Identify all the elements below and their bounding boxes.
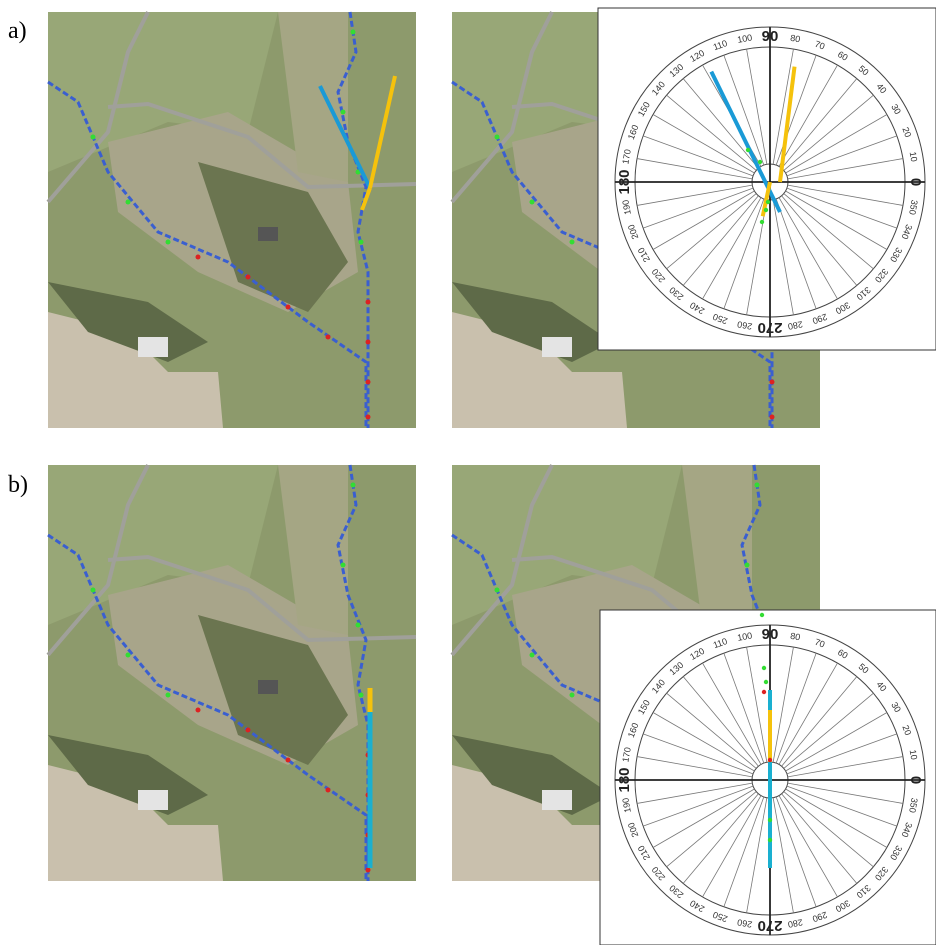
- aerial-map: [48, 12, 416, 428]
- angle-label: 10: [908, 749, 920, 761]
- angle-label: 180: [616, 767, 633, 792]
- angle-label: 270: [757, 319, 782, 336]
- protractor: 0102030405060708090100110120130140150160…: [600, 610, 936, 945]
- point: [768, 758, 772, 762]
- point: [762, 690, 766, 694]
- angle-label: 0: [907, 776, 924, 784]
- angle-label: 90: [762, 626, 779, 643]
- angle-label: 0: [907, 178, 924, 186]
- panel-label: b): [8, 472, 28, 498]
- angle-label: 90: [762, 28, 779, 45]
- point: [764, 680, 768, 684]
- angle-label: 270: [757, 917, 782, 934]
- angle-label: 80: [789, 33, 801, 45]
- aerial-map: [48, 465, 416, 881]
- protractor: 0102030405060708090100110120130140150160…: [598, 8, 936, 350]
- figure: a) b) 0102030405060708090100110120130140…: [0, 0, 936, 945]
- point: [760, 220, 764, 224]
- panel-label: a): [8, 18, 27, 44]
- protractor-frame: [598, 8, 936, 350]
- point: [760, 613, 764, 617]
- point: [746, 148, 750, 152]
- point: [762, 666, 766, 670]
- point: [764, 208, 768, 212]
- angle-label: 80: [789, 631, 801, 643]
- angle-label: 10: [908, 151, 920, 163]
- angle-label: 180: [616, 169, 633, 194]
- point: [768, 838, 772, 842]
- point: [766, 200, 770, 204]
- point: [768, 818, 772, 822]
- point: [758, 160, 762, 164]
